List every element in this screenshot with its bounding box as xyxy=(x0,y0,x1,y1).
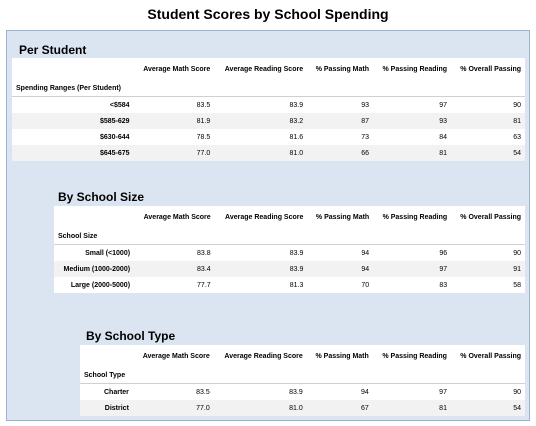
cell: 81.0 xyxy=(289,149,304,157)
cell: 83.8 xyxy=(197,249,211,257)
cell: 93 xyxy=(439,117,448,125)
table-row: Large (2000-5000) 77.7 81.3 70 83 58 xyxy=(54,277,525,293)
table-row: <$584 83.5 83.9 93 97 90 xyxy=(12,97,525,114)
cell: 90 xyxy=(513,388,521,396)
column-header: % Overall Passing xyxy=(460,352,521,360)
index-label: School Size xyxy=(58,232,98,240)
index-label: School Type xyxy=(84,371,126,379)
index-label: Spending Ranges (Per Student) xyxy=(16,84,122,92)
section-heading-school-size: By School Size xyxy=(58,190,145,204)
cell: 81.3 xyxy=(289,281,304,289)
cell: 83.4 xyxy=(197,265,211,273)
cell: 73 xyxy=(361,133,370,141)
column-header: % Passing Reading xyxy=(382,213,448,221)
column-header: % Passing Math xyxy=(315,65,370,73)
cell: 87 xyxy=(361,117,370,125)
cell: 77.0 xyxy=(196,404,210,412)
cell: 77.0 xyxy=(196,149,211,157)
cell: 94 xyxy=(360,388,369,396)
cell: 90 xyxy=(513,101,521,109)
column-header: % Passing Reading xyxy=(382,352,447,360)
table-row: Medium (1000-2000) 83.4 83.9 94 97 91 xyxy=(54,261,525,277)
cell: 83.5 xyxy=(196,101,211,109)
row-label: Large (2000-5000) xyxy=(70,281,131,289)
column-header: Average Math Score xyxy=(142,352,210,360)
cell: 81.9 xyxy=(196,117,211,125)
cell: 67 xyxy=(360,404,369,412)
column-header: % Passing Math xyxy=(315,213,370,221)
cell: 63 xyxy=(513,133,521,141)
section-heading-school-type: By School Type xyxy=(86,329,176,343)
row-label: Small (<1000) xyxy=(85,249,131,257)
cell: 83.9 xyxy=(289,265,304,273)
cell: 83.2 xyxy=(289,117,304,125)
row-label: $645-675 xyxy=(99,149,130,157)
column-header: Average Math Score xyxy=(143,213,211,221)
column-header: % Passing Reading xyxy=(382,65,448,73)
row-label: <$584 xyxy=(109,101,130,109)
cell: 54 xyxy=(513,149,521,157)
cell: 83.9 xyxy=(289,388,303,396)
cell: 81.6 xyxy=(289,133,304,141)
cell: 77.7 xyxy=(197,281,211,289)
cell: 97 xyxy=(439,265,448,273)
row-label: Charter xyxy=(104,388,129,396)
column-header: % Overall Passing xyxy=(460,213,521,221)
cell: 91 xyxy=(513,265,521,273)
cell: 94 xyxy=(361,265,370,273)
cell: 83.5 xyxy=(196,388,210,396)
cell: 90 xyxy=(513,249,521,257)
table-row: $585-629 81.9 83.2 87 93 81 xyxy=(12,113,525,129)
cell: 97 xyxy=(439,388,447,396)
cell: 78.5 xyxy=(196,133,211,141)
cell: 94 xyxy=(361,249,370,257)
page-title: Student Scores by School Spending xyxy=(147,6,389,22)
cell: 93 xyxy=(361,101,370,109)
column-header: Average Reading Score xyxy=(224,65,304,73)
row-label: $585-629 xyxy=(99,117,130,125)
table-row: $645-675 77.0 81.0 66 81 54 xyxy=(12,145,525,161)
cell: 81 xyxy=(439,404,447,412)
cell: 96 xyxy=(439,249,448,257)
cell: 84 xyxy=(439,133,448,141)
cell: 83.9 xyxy=(289,249,304,257)
cell: 83 xyxy=(439,281,448,289)
cell: 70 xyxy=(361,281,370,289)
school-type-table: Average Math Score Average Reading Score… xyxy=(80,345,525,416)
cell: 83.9 xyxy=(289,101,304,109)
cell: 81 xyxy=(513,117,521,125)
cell: 81.0 xyxy=(289,404,303,412)
per-student-table: Average Math Score Average Reading Score… xyxy=(12,58,525,161)
table-row: Small (<1000) 83.8 83.9 94 96 90 xyxy=(54,245,525,262)
table-row: $630-644 78.5 81.6 73 84 63 xyxy=(12,129,525,145)
row-label: $630-644 xyxy=(99,133,130,141)
row-label: Medium (1000-2000) xyxy=(63,265,131,273)
section-heading-per-student: Per Student xyxy=(19,43,87,57)
cell: 58 xyxy=(513,281,521,289)
column-header: Average Reading Score xyxy=(224,352,303,360)
cell: 97 xyxy=(439,101,448,109)
cell: 81 xyxy=(439,149,448,157)
column-header: % Overall Passing xyxy=(460,65,521,73)
column-header: Average Math Score xyxy=(143,65,211,73)
school-size-table: Average Math Score Average Reading Score… xyxy=(54,206,525,293)
table-row: District 77.0 81.0 67 81 54 xyxy=(80,400,525,416)
column-header: Average Reading Score xyxy=(225,213,304,221)
row-label: District xyxy=(104,404,129,412)
table-row: Charter 83.5 83.9 94 97 90 xyxy=(80,384,525,401)
cell: 66 xyxy=(361,149,370,157)
column-header: % Passing Math xyxy=(315,352,369,360)
cell: 54 xyxy=(513,404,521,412)
